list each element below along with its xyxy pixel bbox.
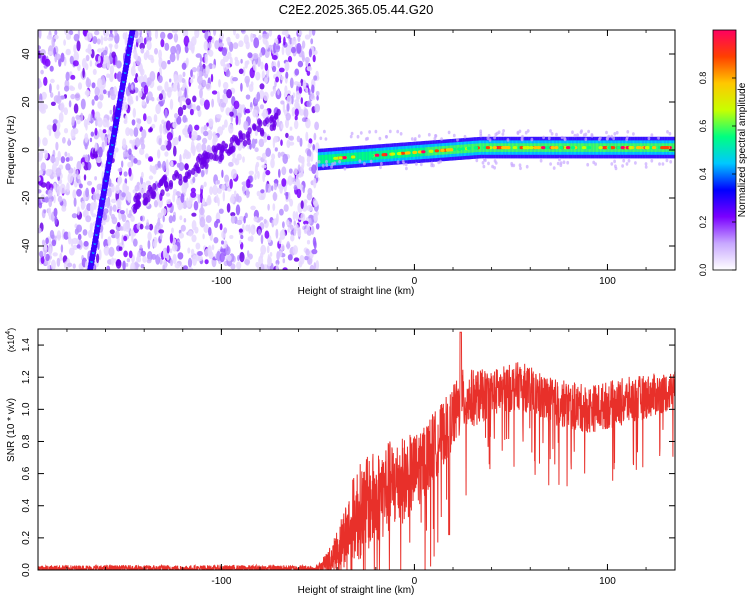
- spectrogram-signal-track: [317, 129, 675, 171]
- colorbar-tick-label: 0.4: [698, 168, 708, 181]
- colorbar-label: Normalized spectral amplitude: [737, 82, 748, 217]
- y-tick-label: 0.2: [21, 530, 32, 544]
- y-tick-label: 0.8: [21, 434, 32, 448]
- x-tick-label: -100: [211, 576, 231, 587]
- x-tick-label: -100: [211, 276, 231, 287]
- y-tick-label: 0: [21, 147, 32, 153]
- snr-ylabel: SNR (10 * v/v): [6, 398, 17, 462]
- colorbar-gradient: [713, 30, 736, 270]
- snr-axes: -100 0 100 0.0 0.2 0.4 0.6 0.8 1.0 1.2 1.4: [21, 329, 675, 587]
- colorbar-ticks: 0.0 0.2 0.4 0.6 0.8: [698, 72, 736, 277]
- y-tick-label: -40: [21, 238, 32, 253]
- snr-panel: -100 0 100 0.0 0.2 0.4 0.6 0.8 1.0 1.2 1.4 Height …: [5, 328, 676, 596]
- y-tick-label: 0.0: [21, 563, 32, 577]
- y-tick-label: 1.4: [21, 338, 32, 352]
- y-tick-label: -20: [21, 190, 32, 205]
- snr-scale-label: (x104): [5, 328, 16, 352]
- colorbar-tick-label: 0.2: [698, 216, 708, 229]
- snr-frame: [37, 328, 676, 571]
- y-tick-label: 1.2: [21, 370, 32, 384]
- y-tick-label: 1.0: [21, 402, 32, 416]
- x-tick-label: 0: [412, 276, 418, 287]
- snr-scale-prefix: (x10: [6, 335, 16, 353]
- spectrogram-xlabel: Height of straight line (km): [298, 286, 415, 297]
- snr-xlabel: Height of straight line (km): [298, 585, 415, 596]
- colorbar-tick-label: 0.8: [698, 72, 708, 85]
- x-tick-label: 100: [599, 576, 616, 587]
- x-tick-label: 100: [599, 276, 616, 287]
- spectrogram-ylabel: Frequency (Hz): [6, 116, 17, 185]
- figure-title: C2E2.2025.365.05.44.G20: [279, 2, 434, 17]
- colorbar: 0.0 0.2 0.4 0.6 0.8 Normalized spectral ampl…: [698, 29, 748, 277]
- colorbar-tick-label: 0.0: [698, 264, 708, 277]
- spectrogram-panel: -100 0 100 -40 -20 0 20 40 Height of straight l…: [6, 29, 676, 297]
- y-tick-label: 40: [21, 48, 32, 60]
- y-tick-label: 0.6: [21, 466, 32, 480]
- spectrogram-axes: -100 0 100 -40 -20 0 20 40: [21, 30, 675, 287]
- colorbar-frame: [712, 29, 737, 271]
- snr-scale-suffix: ): [6, 328, 16, 331]
- colorbar-tick-label: 0.6: [698, 120, 708, 133]
- snr-background: [38, 329, 675, 570]
- snr-scale-exponent: 4: [5, 331, 12, 335]
- spectrogram-streak: [87, 30, 136, 270]
- x-tick-label: 0: [412, 576, 418, 587]
- y-tick-label: 0.4: [21, 498, 32, 512]
- y-tick-label: 20: [21, 96, 32, 108]
- svg-text:(x104): (x104): [5, 328, 16, 352]
